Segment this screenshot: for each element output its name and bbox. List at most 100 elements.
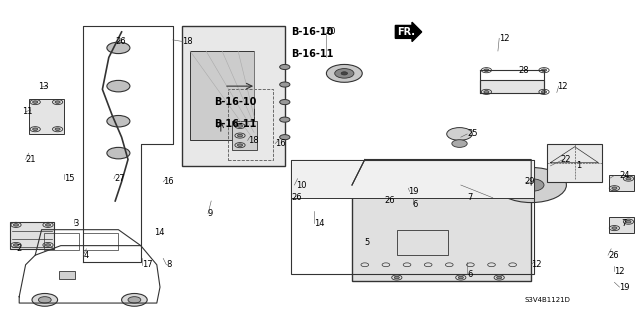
Bar — [59, 271, 75, 279]
Text: 5: 5 — [365, 238, 370, 247]
Text: 20: 20 — [325, 27, 335, 36]
Text: 11: 11 — [22, 107, 33, 116]
Text: 7: 7 — [621, 219, 626, 228]
Text: 12: 12 — [614, 267, 625, 276]
Text: 29: 29 — [525, 177, 535, 186]
Text: 22: 22 — [560, 155, 570, 164]
Text: 18: 18 — [182, 37, 193, 46]
Circle shape — [447, 128, 472, 140]
Text: 19: 19 — [620, 283, 630, 292]
Circle shape — [626, 177, 631, 180]
Text: 1: 1 — [576, 161, 581, 170]
Circle shape — [541, 91, 547, 93]
Bar — [397, 230, 448, 255]
Circle shape — [452, 140, 467, 147]
Circle shape — [237, 125, 243, 127]
Circle shape — [107, 80, 130, 92]
Bar — [182, 26, 285, 166]
Bar — [291, 160, 534, 274]
Text: 16: 16 — [163, 177, 174, 186]
Circle shape — [13, 244, 19, 246]
Circle shape — [497, 276, 502, 279]
Text: 13: 13 — [38, 82, 49, 91]
Text: 17: 17 — [142, 260, 153, 269]
Circle shape — [280, 100, 290, 105]
Circle shape — [55, 128, 60, 130]
Circle shape — [341, 72, 348, 75]
Circle shape — [496, 167, 566, 203]
Circle shape — [541, 69, 547, 71]
Text: 15: 15 — [64, 174, 74, 183]
Text: 6: 6 — [467, 270, 472, 279]
Text: 26: 26 — [115, 37, 126, 46]
Circle shape — [45, 244, 51, 246]
Bar — [480, 80, 544, 93]
Circle shape — [280, 117, 290, 122]
Circle shape — [394, 276, 399, 279]
Text: 14: 14 — [314, 219, 324, 228]
Circle shape — [484, 91, 489, 93]
Text: 16: 16 — [275, 139, 286, 148]
Circle shape — [107, 115, 130, 127]
Text: 12: 12 — [557, 82, 567, 91]
Circle shape — [612, 227, 617, 229]
Bar — [232, 121, 257, 150]
Text: FR.: FR. — [397, 27, 415, 37]
Bar — [29, 99, 64, 134]
Text: B-16-11: B-16-11 — [291, 49, 333, 59]
Circle shape — [13, 224, 19, 226]
Circle shape — [107, 42, 130, 54]
Circle shape — [45, 224, 51, 226]
Text: 8: 8 — [166, 260, 172, 269]
Text: 10: 10 — [296, 181, 306, 189]
Circle shape — [122, 293, 147, 306]
Circle shape — [626, 220, 631, 223]
Bar — [83, 233, 118, 250]
Bar — [291, 160, 534, 198]
Bar — [10, 222, 54, 249]
Text: 3: 3 — [74, 219, 79, 228]
Text: 18: 18 — [248, 136, 259, 145]
Text: 28: 28 — [518, 66, 529, 75]
Circle shape — [280, 135, 290, 140]
Bar — [228, 89, 273, 160]
Text: S3V4B1121D: S3V4B1121D — [525, 297, 571, 303]
Circle shape — [237, 134, 243, 137]
Text: 4: 4 — [83, 251, 88, 260]
Bar — [547, 144, 602, 182]
Text: 26: 26 — [608, 251, 619, 260]
Circle shape — [237, 144, 243, 146]
Text: 24: 24 — [620, 171, 630, 180]
Text: 14: 14 — [154, 228, 164, 237]
Circle shape — [280, 82, 290, 87]
Circle shape — [458, 276, 463, 279]
Circle shape — [32, 293, 58, 306]
Bar — [190, 51, 254, 140]
Circle shape — [518, 179, 544, 191]
Bar — [609, 175, 634, 191]
Text: 21: 21 — [26, 155, 36, 164]
Text: 7: 7 — [467, 193, 472, 202]
Bar — [44, 233, 79, 250]
Circle shape — [280, 64, 290, 70]
Text: 2: 2 — [16, 244, 21, 253]
Text: B-16-10: B-16-10 — [291, 27, 333, 37]
Text: B-16-11: B-16-11 — [214, 119, 257, 130]
Text: 12: 12 — [499, 34, 509, 43]
Circle shape — [55, 101, 60, 103]
Text: 9: 9 — [208, 209, 213, 218]
Circle shape — [107, 147, 130, 159]
Text: B-16-10: B-16-10 — [214, 97, 257, 107]
Bar — [352, 185, 531, 281]
Text: 26: 26 — [291, 193, 302, 202]
Circle shape — [326, 64, 362, 82]
Circle shape — [128, 297, 141, 303]
Circle shape — [33, 128, 38, 130]
Text: 6: 6 — [413, 200, 418, 209]
Text: 25: 25 — [467, 130, 477, 138]
Text: 12: 12 — [531, 260, 541, 269]
Bar — [609, 217, 634, 233]
Circle shape — [38, 297, 51, 303]
Circle shape — [335, 69, 354, 78]
Circle shape — [612, 187, 617, 189]
